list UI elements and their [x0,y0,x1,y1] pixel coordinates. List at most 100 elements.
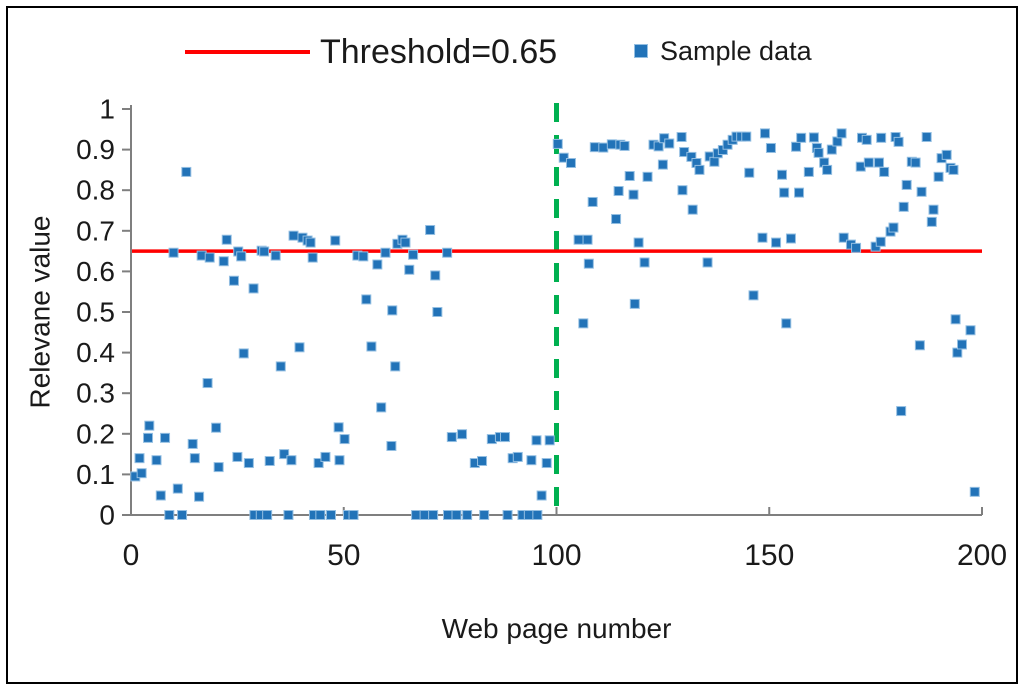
legend-threshold-label: Threshold=0.65 [320,33,558,71]
data-point [619,140,630,151]
data-point [606,139,617,150]
data-point [544,435,555,446]
data-point [582,234,593,245]
data-point [813,147,824,158]
data-point [965,325,976,336]
data-point [526,455,537,466]
data-point [875,236,886,247]
data-point [502,510,513,520]
data-point [628,189,639,200]
data-point [926,216,937,227]
x-tick-label: 150 [744,539,794,572]
data-point [759,128,770,139]
data-point [213,462,224,473]
data-point [822,164,833,175]
data-point [552,138,563,149]
data-point [358,251,369,262]
data-point [361,294,372,305]
data-point [457,429,468,440]
data-point [687,204,698,215]
data-point [442,247,453,258]
data-point [428,510,439,520]
data-point [404,264,415,275]
data-point [888,222,899,233]
data-point [372,259,383,270]
scatter-plot-area: 1 0.9 0.8 0.7 0.6 0.5 0.4 0.3 0.2 0.1 00 50 100 150 20… [25,94,1008,645]
data-point [861,134,872,145]
data-point [898,201,909,212]
x-tick-label: 200 [957,539,1007,572]
data-point [432,307,443,317]
data-point [202,378,213,389]
data-point [479,510,490,520]
data-point [477,456,488,467]
y-tick-label: 0.8 [76,175,115,206]
data-point [794,187,805,198]
data-point [863,157,874,168]
data-point [851,242,862,253]
data-point [500,432,511,443]
data-point [187,438,198,449]
data-point [921,132,932,143]
data-point [536,490,547,501]
legend-item-sample-data: Sample data [634,34,812,68]
data-point [532,510,543,520]
data-point [578,318,589,329]
data-point [933,171,944,182]
data-point [589,142,600,153]
data-point [757,232,768,243]
data-point [462,510,473,520]
data-point [694,164,705,175]
data-point [948,164,959,175]
data-point [642,171,653,182]
data-point [893,136,904,147]
data-point [270,250,281,261]
legend-sample-data-label: Sample data [660,35,812,66]
data-point [653,141,664,152]
data-point [264,456,275,467]
y-tick-label: 0 [99,500,115,531]
data-point [333,422,344,433]
data-point [181,166,192,177]
data-point [777,169,788,180]
data-point [136,468,147,479]
data-point [400,237,411,248]
data-point [177,510,188,520]
data-point [419,510,430,520]
data-point [143,432,154,443]
data-point [624,170,635,181]
y-tick-label: 0.1 [76,459,115,490]
x-tick-label: 0 [123,539,140,572]
data-point [451,510,462,520]
data-point [629,298,640,309]
data-point [676,132,687,143]
data-point [339,434,350,445]
y-tick-label: 0.3 [76,378,115,409]
data-point [279,449,290,460]
data-point [330,235,341,246]
y-tick-label: 0.6 [76,256,115,287]
data-point [232,451,243,462]
data-point [950,314,961,325]
data-point [211,422,222,433]
legend-item-threshold: Threshold=0.65 [185,30,557,74]
y-tick-label: 0.4 [76,337,115,368]
data-point [659,133,670,144]
data-point [275,361,286,372]
data-point [348,510,359,520]
data-point [901,179,912,190]
data-point [808,132,819,143]
data-point [168,247,179,258]
data-point [611,214,622,225]
data-point [558,152,569,163]
data-point [633,237,644,248]
data-point [541,458,552,469]
data-point [702,257,713,268]
data-point [411,510,422,520]
data-point [320,451,331,462]
sample-data-marker-swatch [634,44,648,58]
data-point [765,142,776,153]
data-point [771,237,782,248]
data-point [781,318,792,329]
